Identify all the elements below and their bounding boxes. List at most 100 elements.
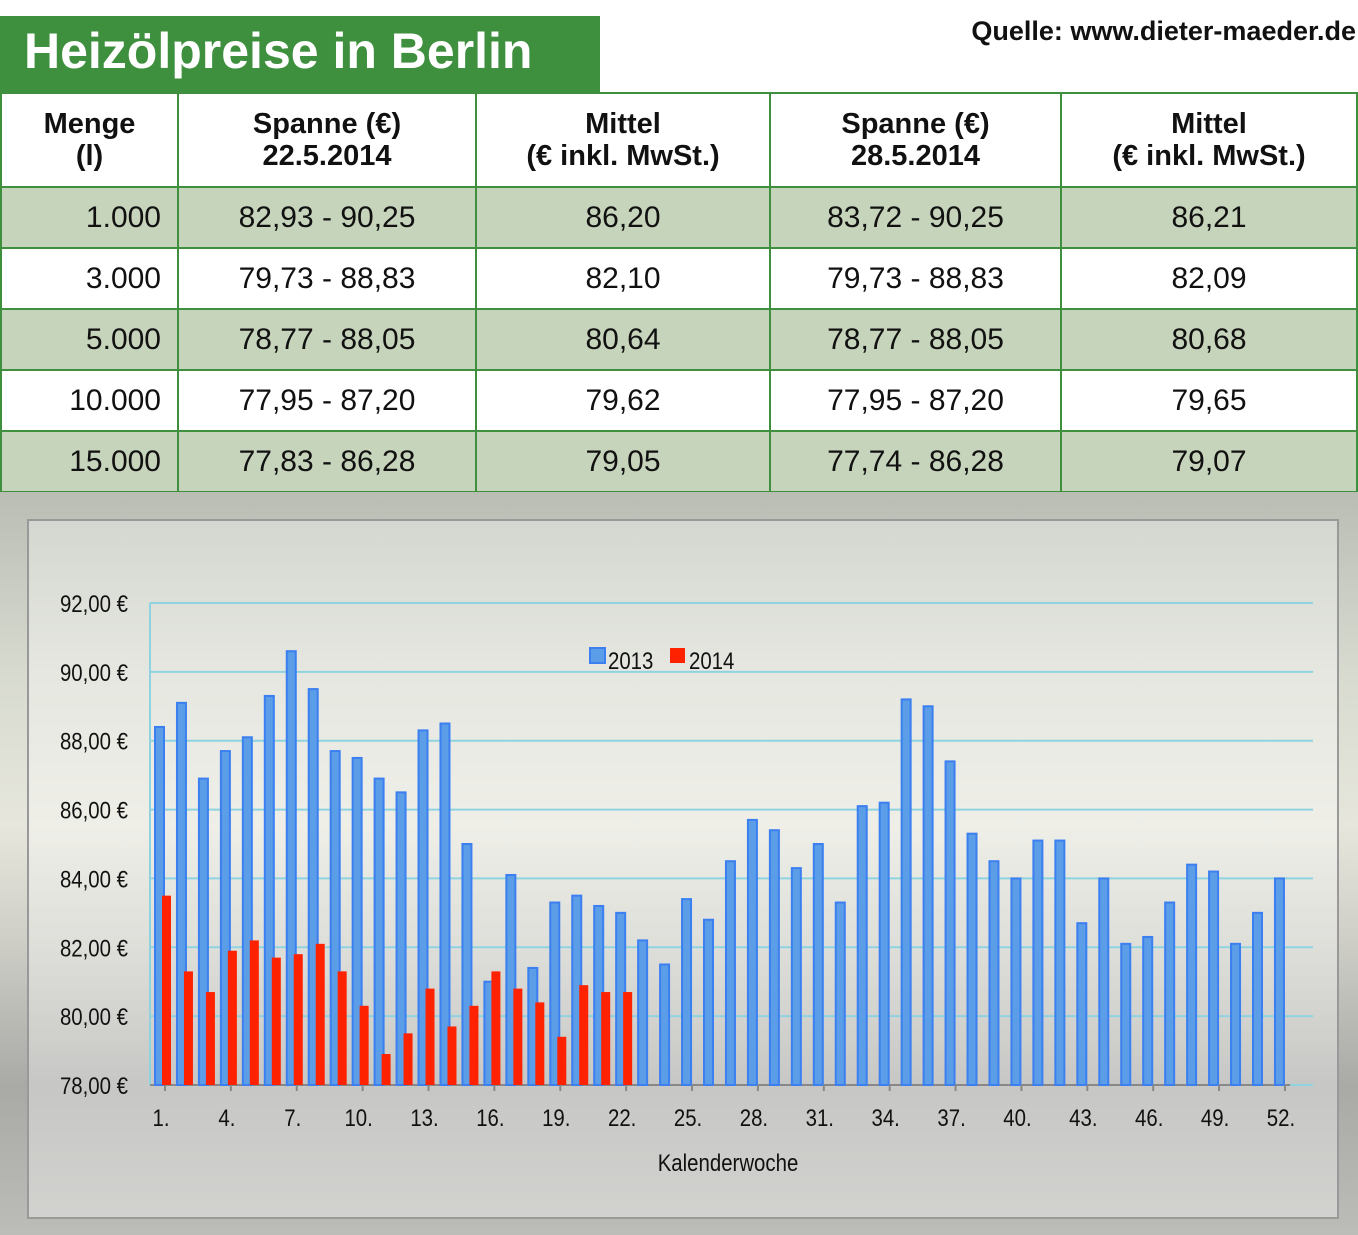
header-line: Menge: [43, 108, 136, 140]
bar-2014: [293, 954, 303, 1085]
bar-2014: [227, 950, 237, 1085]
x-tick-label: 7.: [284, 1104, 301, 1131]
bar-2013: [351, 756, 363, 1087]
bar-2014: [205, 992, 215, 1085]
y-tick-label: 80,00 €: [60, 1004, 129, 1031]
bar-2014: [535, 1002, 545, 1085]
bar-2013: [681, 898, 693, 1086]
bar-2013: [659, 963, 671, 1086]
bar-2013: [790, 867, 802, 1086]
table-row: 15.000 77,83 - 86,28 79,05 77,74 - 86,28 79,…: [0, 430, 1358, 493]
table-cell: 1.000: [0, 186, 179, 249]
bar-2013: [724, 860, 736, 1087]
x-tick-label: 22.: [608, 1104, 636, 1131]
table-header-row: Menge (l) Spanne (€) 22.5.2014 Mittel (€ in…: [0, 92, 1358, 188]
bar-2014: [447, 1026, 457, 1085]
bar-2013: [1208, 870, 1220, 1086]
table-cell: 80,64: [475, 308, 771, 371]
bar-2013: [1120, 942, 1132, 1086]
table-cell: 77,95 - 87,20: [769, 369, 1062, 432]
bar-2013: [746, 818, 758, 1087]
table-row: 1.000 82,93 - 90,25 86,20 83,72 - 90,25 86,2…: [0, 186, 1358, 249]
x-tick-label: 4.: [218, 1104, 235, 1131]
bar-2014: [315, 943, 325, 1085]
bar-2013: [417, 729, 429, 1087]
bar-2013: [966, 832, 978, 1087]
bar-2013: [834, 901, 846, 1086]
bar-2013: [439, 722, 451, 1086]
table-cell: 79,07: [1060, 430, 1358, 493]
bar-2013: [768, 829, 780, 1086]
bar-2013: [1076, 922, 1088, 1087]
x-tick-label: 52.: [1267, 1104, 1295, 1131]
header-mittel-1: Mittel (€ inkl. MwSt.): [475, 92, 771, 188]
bar-2013: [988, 860, 1000, 1087]
table-cell: 82,10: [475, 247, 771, 310]
table-cell: 10.000: [0, 369, 179, 432]
bar-2013: [703, 918, 714, 1086]
bar-2013: [1164, 901, 1176, 1086]
table-cell: 79,05: [475, 430, 771, 493]
y-tick-label: 88,00 €: [60, 728, 129, 755]
bar-2013: [461, 843, 473, 1086]
bar-2013: [1273, 877, 1285, 1087]
bar-2014: [403, 1033, 413, 1085]
x-tick-label: 46.: [1135, 1104, 1163, 1131]
bar-2014: [469, 1005, 479, 1085]
table-cell: 77,83 - 86,28: [177, 430, 477, 493]
header-mittel-2: Mittel (€ inkl. MwSt.): [1060, 92, 1358, 188]
x-axis-label: Kalenderwoche: [658, 1149, 799, 1176]
source-credit: Quelle: www.dieter-maeder.de: [971, 16, 1356, 46]
y-tick-label: 90,00 €: [60, 659, 129, 686]
bar-2013: [1010, 877, 1022, 1087]
header-line: 22.5.2014: [262, 140, 392, 172]
header-line: 28.5.2014: [850, 140, 980, 172]
bar-2013: [175, 701, 187, 1086]
legend-swatch-2014: [670, 648, 685, 663]
x-tick-label: 31.: [806, 1104, 834, 1131]
price-table: Menge (l) Spanne (€) 22.5.2014 Mittel (€ in…: [0, 92, 1358, 493]
bar-2014: [337, 971, 347, 1085]
table-cell: 15.000: [0, 430, 179, 493]
table-cell: 79,62: [475, 369, 771, 432]
bar-2014: [271, 957, 281, 1085]
table-cell: 83,72 - 90,25: [769, 186, 1062, 249]
x-tick-label: 37.: [937, 1104, 965, 1131]
bar-2013: [395, 791, 407, 1086]
bar-2014: [601, 992, 611, 1085]
x-tick-label: 25.: [674, 1104, 702, 1131]
table-row: 3.000 79,73 - 88,83 82,10 79,73 - 88,83 82,0…: [0, 247, 1358, 310]
x-tick-label: 43.: [1069, 1104, 1097, 1131]
header-menge: Menge (l): [0, 92, 179, 188]
x-tick-label: 13.: [410, 1104, 438, 1131]
x-tick-label: 19.: [542, 1104, 570, 1131]
y-tick-label: 82,00 €: [60, 935, 129, 962]
bar-2013: [329, 750, 341, 1086]
bar-2013: [922, 705, 934, 1086]
header-line: Spanne (€): [252, 108, 402, 140]
bar-2014: [579, 985, 589, 1085]
bar-2014: [162, 895, 171, 1085]
y-tick-label: 92,00 €: [60, 590, 129, 617]
header-line: Mittel: [1171, 108, 1247, 140]
bar-2013: [285, 650, 297, 1086]
bar-2013: [373, 777, 385, 1086]
bar-2014: [249, 940, 259, 1085]
bar-2013: [856, 805, 868, 1087]
x-tick-label: 28.: [740, 1104, 768, 1131]
bar-2014: [381, 1054, 391, 1085]
bar-2013: [197, 777, 209, 1086]
bar-2014: [183, 971, 193, 1085]
bar-2013: [1186, 863, 1198, 1087]
table-cell: 82,93 - 90,25: [177, 186, 477, 249]
x-tick-label: 34.: [872, 1104, 900, 1131]
header-line: (€ inkl. MwSt.): [1112, 140, 1306, 172]
table-cell: 78,77 - 88,05: [769, 308, 1062, 371]
table-cell: 86,20: [475, 186, 771, 249]
x-tick-label: 10.: [344, 1104, 372, 1131]
bar-2014: [513, 988, 523, 1085]
bar-2013: [878, 801, 890, 1087]
bar-2013: [1142, 935, 1154, 1087]
y-tick-label: 84,00 €: [60, 866, 129, 893]
